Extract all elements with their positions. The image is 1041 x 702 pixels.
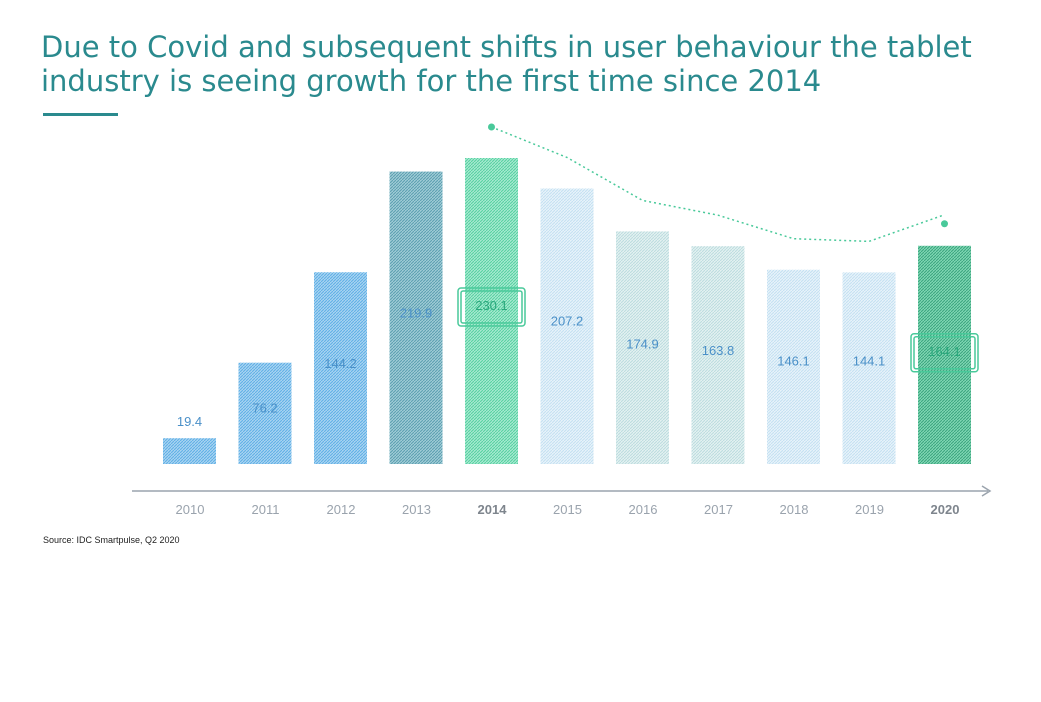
bar-2013	[389, 171, 443, 464]
bar-2015	[540, 188, 594, 464]
bar-2016	[616, 231, 669, 464]
bar-2010	[163, 438, 216, 464]
highlight-box-inner-2014	[460, 290, 523, 324]
trend-point-2014	[488, 123, 495, 131]
trend-line-group	[488, 123, 948, 243]
x-tick-2016: 2016	[629, 502, 658, 517]
value-label-2019: 144.1	[853, 353, 886, 368]
bar-2014	[465, 158, 518, 464]
trend-line	[491, 126, 945, 243]
value-labels-group: 19.4 76.2 144.2 219.9 230.1 207.2 174.9 163.8 14…	[177, 287, 979, 429]
bar-2020	[918, 245, 971, 464]
x-axis: 2010 2011 2012 2013 2014 2015 2016 2017 2018 2019…	[132, 485, 992, 517]
x-tick-2019: 2019	[855, 502, 884, 517]
highlight-box-outer-2020	[910, 333, 979, 373]
x-axis-arrow	[981, 485, 992, 497]
x-tick-2015: 2015	[553, 502, 582, 517]
chart-title-line-1: Due to Covid and subsequent shifts in us…	[41, 30, 972, 64]
x-tick-2010: 2010	[176, 502, 205, 517]
bar-2019	[842, 272, 896, 464]
value-label-2014: 230.1	[475, 298, 508, 313]
value-label-2012: 144.2	[324, 356, 357, 371]
highlight-box-outer-2014	[457, 287, 526, 327]
value-label-2020: 164.1	[928, 344, 961, 359]
value-label-2013: 219.9	[400, 306, 433, 321]
chart-title: Due to Covid and subsequent shifts in us…	[41, 30, 1031, 98]
value-label-2015: 207.2	[551, 313, 584, 328]
bar-2012	[314, 272, 367, 464]
highlight-box-inner-2020	[913, 336, 976, 370]
x-tick-2017: 2017	[704, 502, 733, 517]
trend-point-2020	[941, 220, 948, 228]
title-underline	[43, 113, 118, 116]
bar-2018	[767, 269, 820, 464]
value-label-2017: 163.8	[702, 343, 735, 358]
bar-2011	[238, 362, 292, 464]
value-label-2011: 76.2	[252, 401, 277, 416]
bars-group	[163, 158, 971, 464]
bar-2017	[691, 246, 745, 464]
x-tick-2018: 2018	[780, 502, 809, 517]
chart-title-line-2: industry is seeing growth for the first …	[41, 64, 822, 98]
value-label-2016: 174.9	[626, 336, 659, 351]
x-tick-2020: 2020	[931, 502, 960, 517]
value-label-2018: 146.1	[777, 354, 810, 369]
source-note: Source: IDC Smartpulse, Q2 2020	[43, 535, 180, 545]
x-tick-2011: 2011	[252, 502, 280, 517]
x-tick-2014: 2014	[478, 502, 508, 517]
value-label-2010: 19.4	[177, 414, 202, 429]
x-tick-2013: 2013	[402, 502, 431, 517]
x-tick-2012: 2012	[327, 502, 356, 517]
